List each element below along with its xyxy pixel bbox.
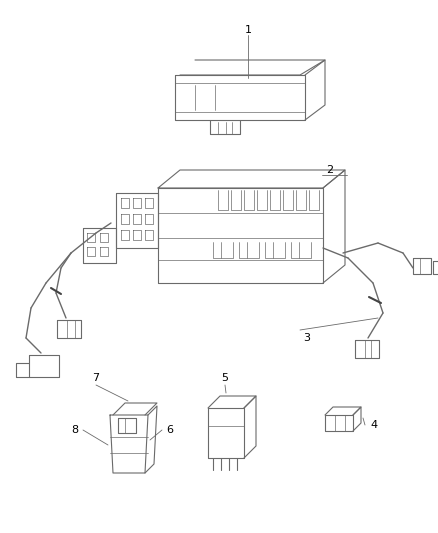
Text: 1: 1 bbox=[244, 25, 251, 35]
Text: 2: 2 bbox=[326, 165, 334, 175]
Text: 8: 8 bbox=[71, 425, 78, 435]
Text: 7: 7 bbox=[92, 373, 99, 383]
Text: 4: 4 bbox=[371, 420, 378, 430]
Text: 3: 3 bbox=[304, 333, 311, 343]
Text: 5: 5 bbox=[222, 373, 229, 383]
Text: 6: 6 bbox=[166, 425, 173, 435]
